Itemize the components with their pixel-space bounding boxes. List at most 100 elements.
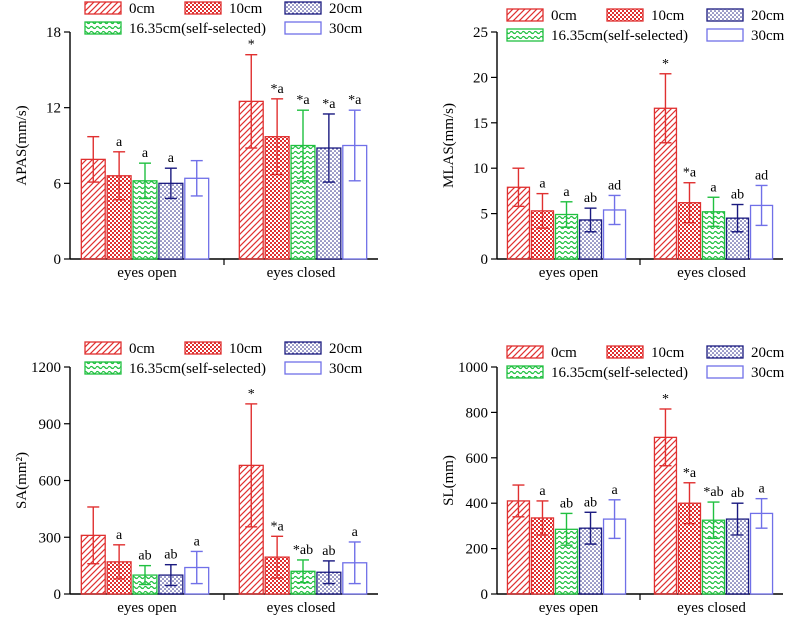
legend-label: 20cm [751,345,785,361]
significance-label: * [248,38,255,53]
legend-swatch [184,341,222,355]
significance-label: * [248,387,255,402]
significance-label: *a [683,166,697,181]
significance-label: a [710,180,717,195]
legend-swatch [84,21,122,35]
y-tick-label: 800 [466,405,489,421]
significance-label: a [611,483,618,498]
legend-swatch [706,28,744,42]
significance-label: *a [271,519,285,534]
y-tick-label: 0 [54,587,62,603]
significance-label: ad [755,168,768,183]
significance-label: *a [683,466,697,481]
legend-swatch [506,365,544,379]
legend-swatch [84,361,122,375]
y-axis-label: MLAS(mm/s) [441,103,457,188]
legend-swatch [284,341,322,355]
legend-label: 0cm [551,8,577,24]
x-tick-label: eyes open [117,265,177,281]
x-tick-label: eyes closed [677,265,746,281]
legend-label: 16.35cm(self-selected) [129,361,266,377]
legend-label: 10cm [229,341,263,357]
significance-label: ab [560,496,573,511]
legend-label: 16.35cm(self-selected) [129,21,266,37]
legend-swatch [606,345,644,359]
significance-label: *a [322,97,336,112]
legend-swatch [706,345,744,359]
significance-label: ab [322,544,335,559]
legend-label: 20cm [329,341,363,357]
significance-label: a [352,525,359,540]
legend-swatch [184,1,222,15]
significance-label: a [116,528,123,543]
legend-label: 30cm [329,361,363,377]
y-tick-label: 25 [473,25,488,41]
significance-label: ab [731,188,744,203]
significance-label: ab [138,549,151,564]
y-tick-label: 600 [39,474,62,490]
legend-swatch [284,361,322,375]
x-tick-label: eyes closed [267,600,336,616]
significance-label: * [662,57,669,72]
significance-label: a [168,151,175,166]
significance-label: * [662,392,669,407]
y-axis-label: APAS(mm/s) [14,105,30,185]
y-tick-label: 1200 [31,360,61,376]
significance-label: a [142,146,149,161]
significance-label: ad [608,178,621,193]
significance-label: *ab [703,485,723,500]
significance-label: *a [296,93,310,108]
legend-swatch [506,28,544,42]
legend-swatch [506,345,544,359]
legend-label: 10cm [651,345,685,361]
legend-label: 10cm [229,1,263,17]
y-tick-label: 0 [481,252,489,268]
legend-swatch [606,8,644,22]
legend-label: 16.35cm(self-selected) [551,28,688,44]
significance-label: ab [731,486,744,501]
y-tick-label: 18 [46,25,61,41]
significance-label: *a [348,93,362,108]
y-tick-label: 15 [473,116,488,132]
y-tick-label: 1000 [458,360,488,376]
significance-label: *ab [293,543,313,558]
y-tick-label: 600 [466,451,489,467]
significance-label: a [194,534,201,549]
significance-label: a [563,185,570,200]
legend-label: 0cm [129,1,155,17]
significance-label: ab [164,548,177,563]
legend-swatch [84,341,122,355]
legend-label: 16.35cm(self-selected) [551,365,688,381]
legend-swatch [706,365,744,379]
significance-label: *a [271,82,285,97]
legend-swatch [506,8,544,22]
significance-label: a [539,177,546,192]
y-tick-label: 200 [466,542,489,558]
x-tick-label: eyes open [539,600,599,616]
x-tick-label: eyes open [117,600,177,616]
significance-label: a [758,482,765,497]
x-tick-label: eyes closed [677,600,746,616]
legend-swatch [84,1,122,15]
legend-label: 30cm [751,28,785,44]
significance-label: ab [584,495,597,510]
legend-label: 30cm [329,21,363,37]
significance-label: ab [584,191,597,206]
legend-label: 20cm [751,8,785,24]
y-tick-label: 0 [54,252,62,268]
y-tick-label: 5 [481,207,489,223]
y-tick-label: 400 [466,496,489,512]
legend-label: 0cm [551,345,577,361]
y-tick-label: 10 [473,161,488,177]
y-tick-label: 900 [39,417,62,433]
y-tick-label: 20 [473,70,488,86]
chart-panel: 0 6 12 18 APAS(mm/s) eyes open a a a eyes closed *… [14,1,378,281]
legend-swatch [284,21,322,35]
x-tick-label: eyes closed [267,265,336,281]
y-tick-label: 12 [46,101,61,117]
legend-label: 20cm [329,1,363,17]
